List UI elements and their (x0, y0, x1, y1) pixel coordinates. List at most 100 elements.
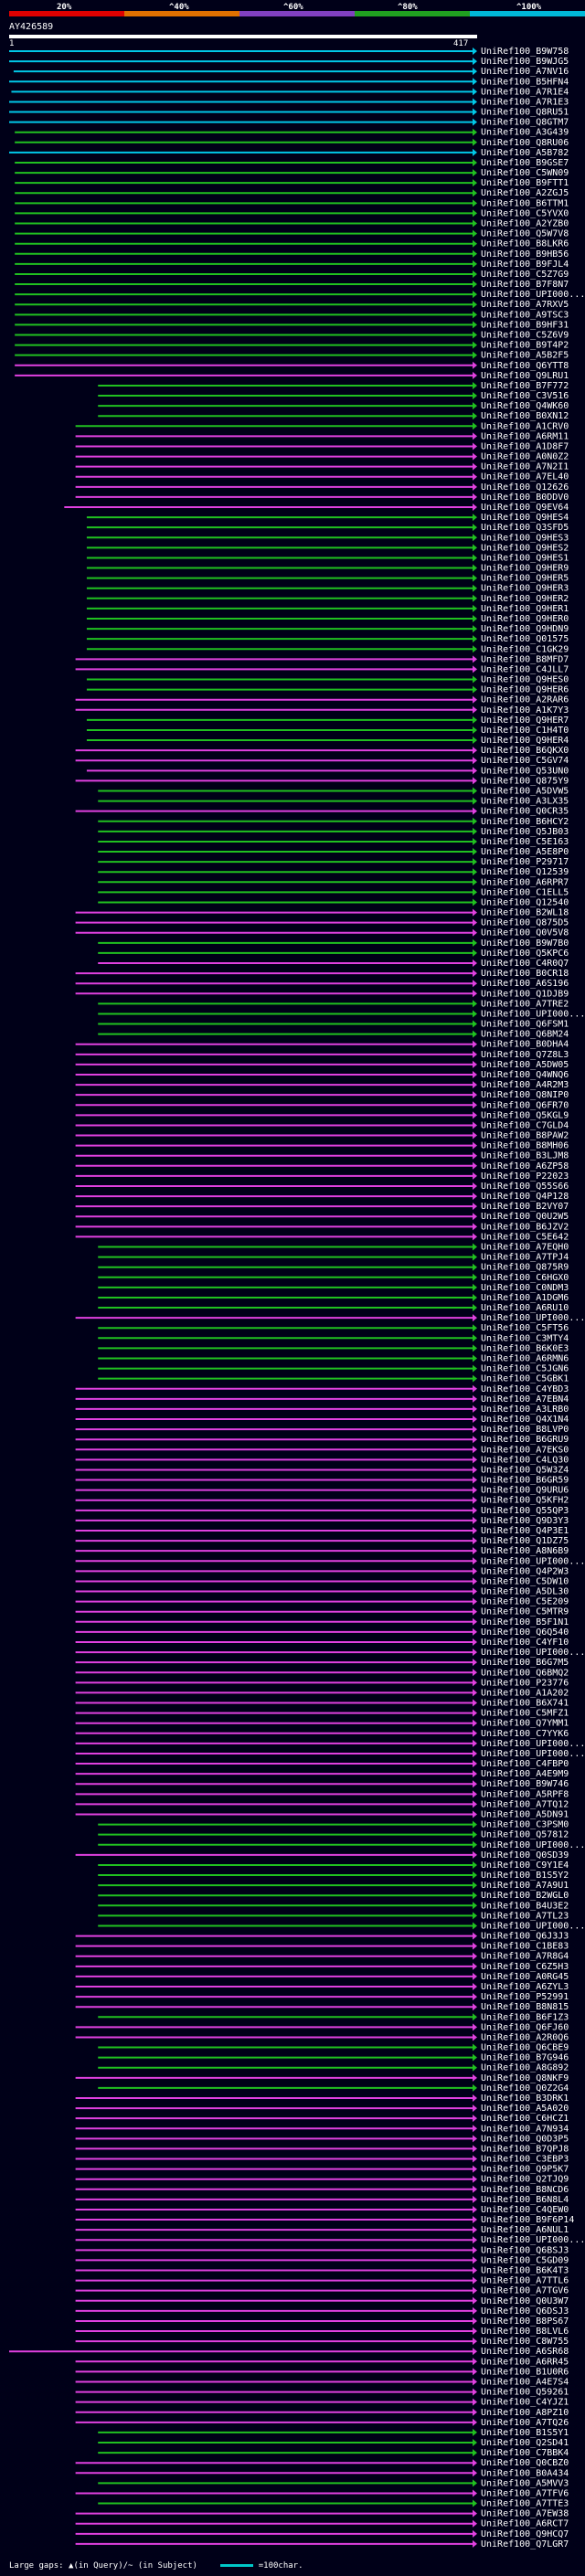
hit-label[interactable]: UniRef100_A6S196 (481, 979, 569, 989)
hit-label[interactable]: UniRef100_Q5KGL9 (481, 1110, 569, 1120)
hit-label[interactable]: UniRef100_Q0D3P5 (481, 2134, 569, 2144)
hit-label[interactable]: UniRef100_B8LKR6 (481, 239, 569, 249)
hit-label[interactable]: UniRef100_B9HF31 (481, 320, 569, 330)
hit-label[interactable]: UniRef100_A7TRE2 (481, 999, 569, 1009)
hit-label[interactable]: UniRef100_A3LRB0 (481, 1405, 569, 1415)
hit-label[interactable]: UniRef100_B6K0E3 (481, 1343, 569, 1353)
hit-label[interactable]: UniRef100_A5DL30 (481, 1587, 569, 1597)
hit-label[interactable]: UniRef100_Q8RU51 (481, 108, 569, 118)
hit-label[interactable]: UniRef100_B6QKX0 (481, 746, 569, 756)
hit-label[interactable]: UniRef100_Q1DZ75 (481, 1536, 569, 1546)
hit-label[interactable]: UniRef100_A5A020 (481, 2104, 569, 2114)
hit-label[interactable]: UniRef100_Q0U2W5 (481, 1212, 569, 1222)
hit-label[interactable]: UniRef100_B3LJM8 (481, 1151, 569, 1161)
hit-label[interactable]: UniRef100_Q9HER0 (481, 614, 569, 624)
hit-label[interactable]: UniRef100_Q5JB03 (481, 827, 569, 837)
hit-label[interactable]: UniRef100_B9FTT1 (481, 178, 569, 188)
hit-label[interactable]: UniRef100_Q59261 (481, 2388, 569, 2398)
hit-label[interactable]: UniRef100_UPI000... (481, 290, 585, 300)
hit-label[interactable]: UniRef100_Q9HER1 (481, 604, 569, 614)
hit-label[interactable]: UniRef100_Q4P128 (481, 1192, 569, 1202)
hit-label[interactable]: UniRef100_C5YVX0 (481, 208, 569, 218)
hit-label[interactable]: UniRef100_A7EW38 (481, 2509, 569, 2519)
hit-label[interactable]: UniRef100_C5MTR9 (481, 1607, 569, 1617)
hit-label[interactable]: UniRef100_B8PAW2 (481, 1131, 569, 1141)
hit-label[interactable]: UniRef100_Q5W7V8 (481, 229, 569, 239)
hit-label[interactable]: UniRef100_P22023 (481, 1171, 569, 1182)
hit-label[interactable]: UniRef100_B0DDV0 (481, 493, 569, 503)
hit-label[interactable]: UniRef100_A6RPR7 (481, 877, 569, 887)
hit-label[interactable]: UniRef100_A0RG45 (481, 1972, 569, 1982)
hit-label[interactable]: UniRef100_B8MH06 (481, 1141, 569, 1151)
hit-label[interactable]: UniRef100_B8N815 (481, 2002, 569, 2012)
hit-label[interactable]: UniRef100_Q53UN0 (481, 766, 569, 776)
hit-label[interactable]: UniRef100_Q6Q540 (481, 1627, 569, 1638)
hit-label[interactable]: UniRef100_C7BBK4 (481, 2448, 569, 2458)
hit-label[interactable]: UniRef100_B8LVL6 (481, 2327, 569, 2337)
hit-label[interactable]: UniRef100_Q4WK60 (481, 401, 569, 411)
hit-label[interactable]: UniRef100_C3PSM0 (481, 1820, 569, 1830)
hit-label[interactable]: UniRef100_A8G892 (481, 2063, 569, 2073)
hit-label[interactable]: UniRef100_Q9HER3 (481, 584, 569, 594)
hit-label[interactable]: UniRef100_B6F1Z3 (481, 2012, 569, 2022)
hit-label[interactable]: UniRef100_Q9URU6 (481, 1486, 569, 1496)
hit-label[interactable]: UniRef100_A1DGM6 (481, 1293, 569, 1303)
hit-label[interactable]: UniRef100_A0N0Z2 (481, 452, 569, 462)
hit-label[interactable]: UniRef100_Q0SD39 (481, 1850, 569, 1860)
hit-label[interactable]: UniRef100_Q9HER2 (481, 594, 569, 604)
hit-label[interactable]: UniRef100_A7TL23 (481, 1911, 569, 1921)
hit-label[interactable]: UniRef100_B9F6P14 (481, 2215, 574, 2225)
hit-label[interactable]: UniRef100_B8LVP0 (481, 1425, 569, 1435)
hit-label[interactable]: UniRef100_Q6DSJ3 (481, 2306, 569, 2316)
hit-label[interactable]: UniRef100_Q6FSM1 (481, 1020, 569, 1030)
hit-label[interactable]: UniRef100_Q9HES2 (481, 543, 569, 553)
hit-label[interactable]: UniRef100_C5JGN6 (481, 1364, 569, 1374)
hit-label[interactable]: UniRef100_C8W755 (481, 2337, 569, 2347)
hit-label[interactable]: UniRef100_A1A202 (481, 1688, 569, 1698)
hit-label[interactable]: UniRef100_B9W758 (481, 47, 569, 57)
hit-label[interactable]: UniRef100_Q8NIP0 (481, 1090, 569, 1100)
hit-label[interactable]: UniRef100_Q0V5V8 (481, 928, 569, 938)
hit-label[interactable]: UniRef100_A7NV16 (481, 67, 569, 77)
hit-label[interactable]: UniRef100_A7N934 (481, 2124, 569, 2134)
hit-label[interactable]: UniRef100_C5DW10 (481, 1576, 569, 1586)
hit-label[interactable]: UniRef100_UPI000... (481, 1921, 585, 1931)
hit-label[interactable]: UniRef100_A7TGV6 (481, 2286, 569, 2296)
hit-label[interactable]: UniRef100_A5DVW5 (481, 787, 569, 797)
hit-label[interactable]: UniRef100_B0A434 (481, 2468, 569, 2478)
hit-label[interactable]: UniRef100_Q5KPC6 (481, 949, 569, 959)
hit-label[interactable]: UniRef100_Q5W3Z4 (481, 1465, 569, 1475)
hit-label[interactable]: UniRef100_Q9HER7 (481, 716, 569, 726)
hit-label[interactable]: UniRef100_B2WGL0 (481, 1891, 569, 1901)
hit-label[interactable]: UniRef100_A7TTE3 (481, 2499, 569, 2509)
hit-label[interactable]: UniRef100_B9W7B0 (481, 938, 569, 949)
hit-label[interactable]: UniRef100_C3EBP3 (481, 2155, 569, 2165)
hit-label[interactable]: UniRef100_A5RPF8 (481, 1789, 569, 1799)
hit-label[interactable]: UniRef100_Q6BMQ2 (481, 1668, 569, 1678)
hit-label[interactable]: UniRef100_A6ZP58 (481, 1161, 569, 1171)
hit-label[interactable]: UniRef100_UPI000... (481, 1648, 585, 1658)
hit-label[interactable]: UniRef100_Q57812 (481, 1830, 569, 1840)
hit-label[interactable]: UniRef100_B4U3E2 (481, 1901, 569, 1911)
hit-label[interactable]: UniRef100_B6GR59 (481, 1476, 569, 1486)
hit-label[interactable]: UniRef100_C1ELL5 (481, 887, 569, 897)
hit-label[interactable]: UniRef100_C1BE83 (481, 1942, 569, 1952)
hit-label[interactable]: UniRef100_C4YBD3 (481, 1384, 569, 1394)
hit-label[interactable]: UniRef100_A4R2M3 (481, 1080, 569, 1090)
hit-label[interactable]: UniRef100_C6HGX0 (481, 1273, 569, 1283)
hit-label[interactable]: UniRef100_A5B782 (481, 148, 569, 158)
hit-label[interactable]: UniRef100_Q6BM24 (481, 1030, 569, 1040)
hit-label[interactable]: UniRef100_A9TSC3 (481, 310, 569, 320)
hit-label[interactable]: UniRef100_A2ZGJ5 (481, 188, 569, 198)
hit-label[interactable]: UniRef100_B0CR18 (481, 969, 569, 979)
hit-label[interactable]: UniRef100_Q9HDN9 (481, 624, 569, 634)
hit-label[interactable]: UniRef100_Q9HER9 (481, 564, 569, 574)
hit-label[interactable]: UniRef100_C5MFZ1 (481, 1709, 569, 1719)
hit-label[interactable]: UniRef100_Q2SD41 (481, 2438, 569, 2448)
hit-label[interactable]: UniRef100_Q9HES1 (481, 553, 569, 563)
hit-label[interactable]: UniRef100_Q6J3J3 (481, 1932, 569, 1942)
hit-label[interactable]: UniRef100_B8MFD7 (481, 654, 569, 664)
hit-label[interactable]: UniRef100_Q4P2W3 (481, 1566, 569, 1576)
hit-label[interactable]: UniRef100_B6K4T3 (481, 2266, 569, 2276)
hit-label[interactable]: UniRef100_P23776 (481, 1678, 569, 1688)
